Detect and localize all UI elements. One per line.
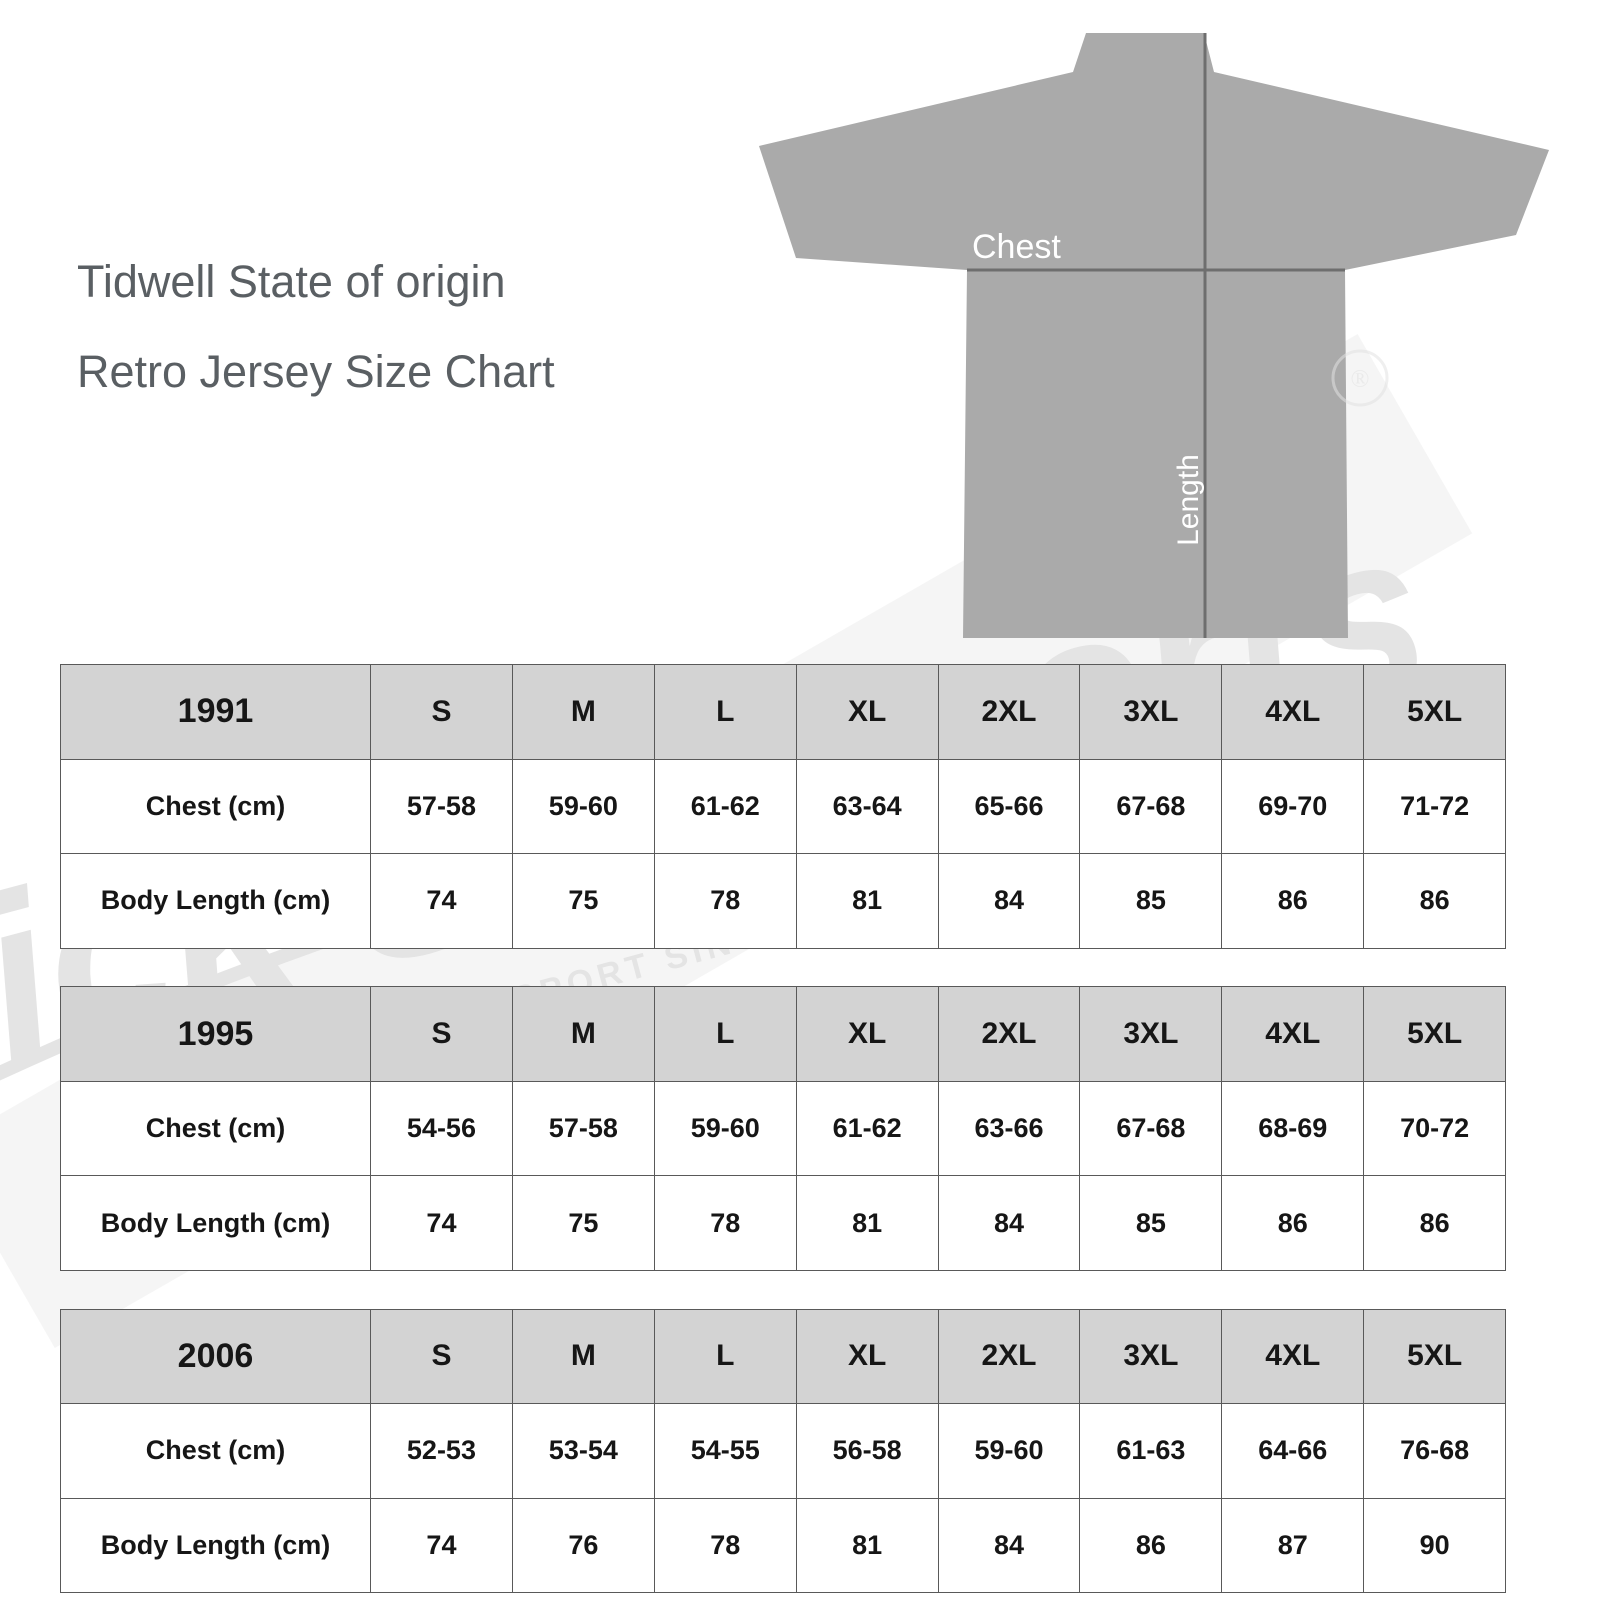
svg-text:®: ®	[1351, 366, 1370, 393]
svg-text:Chest: Chest	[972, 228, 1061, 266]
svg-text:Length: Length	[1172, 454, 1205, 546]
